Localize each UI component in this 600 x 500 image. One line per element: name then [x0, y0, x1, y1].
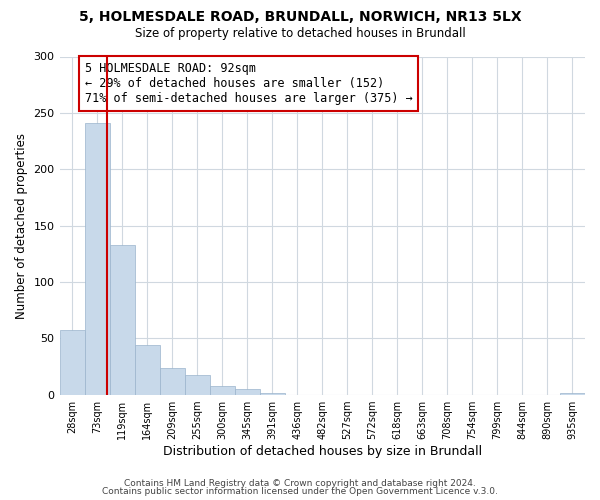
Text: Size of property relative to detached houses in Brundall: Size of property relative to detached ho…: [134, 28, 466, 40]
Bar: [235, 389, 260, 394]
Bar: [160, 368, 185, 394]
Text: 5 HOLMESDALE ROAD: 92sqm
← 29% of detached houses are smaller (152)
71% of semi-: 5 HOLMESDALE ROAD: 92sqm ← 29% of detach…: [85, 62, 412, 105]
X-axis label: Distribution of detached houses by size in Brundall: Distribution of detached houses by size …: [163, 444, 482, 458]
Y-axis label: Number of detached properties: Number of detached properties: [15, 132, 28, 318]
Bar: [185, 376, 209, 394]
Bar: [110, 244, 134, 394]
Bar: [134, 345, 160, 395]
Text: 5, HOLMESDALE ROAD, BRUNDALL, NORWICH, NR13 5LX: 5, HOLMESDALE ROAD, BRUNDALL, NORWICH, N…: [79, 10, 521, 24]
Bar: [85, 123, 110, 394]
Bar: [59, 330, 85, 394]
Text: Contains public sector information licensed under the Open Government Licence v.: Contains public sector information licen…: [102, 487, 498, 496]
Text: Contains HM Land Registry data © Crown copyright and database right 2024.: Contains HM Land Registry data © Crown c…: [124, 478, 476, 488]
Bar: [209, 386, 235, 394]
